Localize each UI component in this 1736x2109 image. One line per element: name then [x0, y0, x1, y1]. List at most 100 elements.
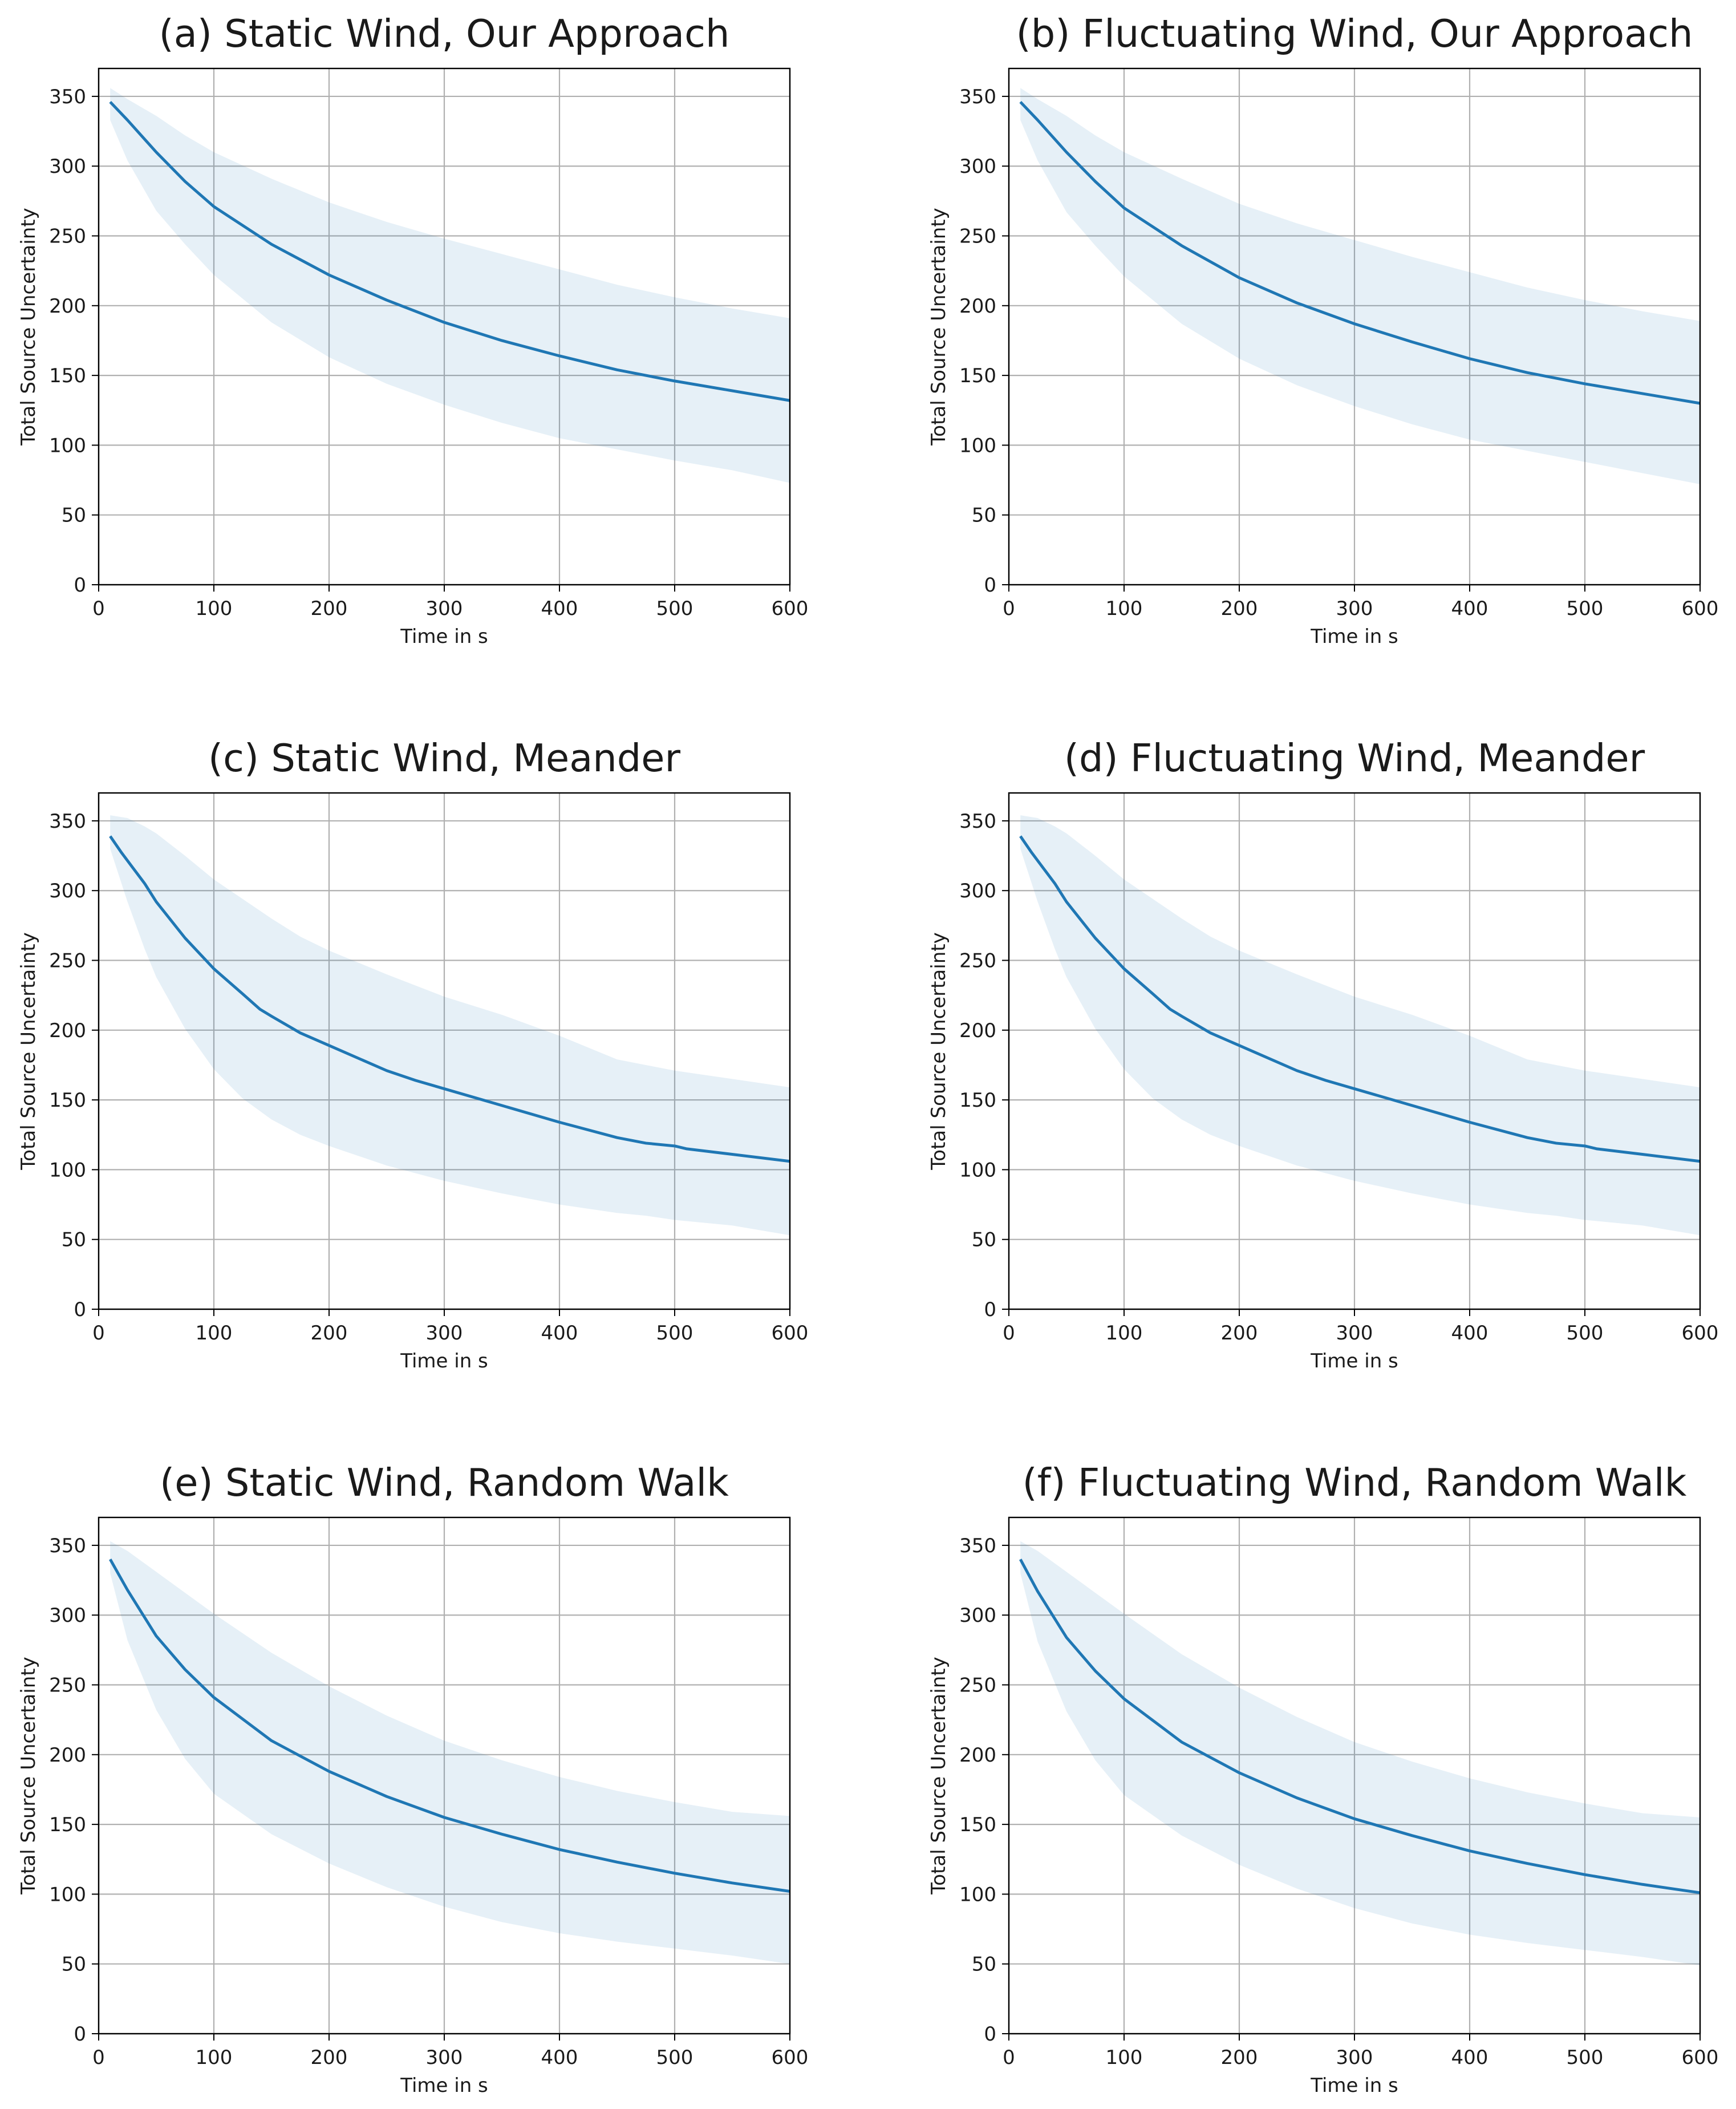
- chart-panel-f: 0 100 200 300 400 500 600 0 50 100 150 200 250 300 350…: [927, 1460, 1718, 2097]
- uncertainty-band: [110, 88, 790, 483]
- y-tick-label: 100: [49, 434, 86, 457]
- x-tick-label: 500: [1567, 2046, 1604, 2069]
- y-tick-label: 300: [49, 880, 86, 902]
- x-axis-label: Time in s: [1310, 1350, 1398, 1373]
- chart-panel-e: 0 100 200 300 400 500 600 0 50 100 150 200 250 300 350…: [17, 1460, 808, 2097]
- x-tick-label: 0: [92, 2046, 105, 2069]
- y-tick-label: 350: [49, 86, 86, 108]
- uncertainty-band: [1020, 815, 1700, 1236]
- mean-line: [109, 100, 790, 402]
- y-tick-label: 200: [49, 1019, 86, 1042]
- y-axis-label: Total Source Uncertainty: [17, 208, 40, 446]
- y-tick-label: 50: [62, 504, 86, 527]
- x-tick-label: 0: [92, 597, 105, 620]
- mean-line: [1019, 1559, 1701, 1895]
- x-tick-label: 500: [656, 2046, 693, 2069]
- x-tick-label: 100: [1106, 2046, 1143, 2069]
- chart-panel-c: 0 100 200 300 400 500 600 0 50 100 150 200 250 300 350…: [17, 736, 808, 1373]
- x-tick-label: 300: [426, 2046, 463, 2069]
- y-tick-label: 0: [984, 574, 996, 597]
- x-axis-label: Time in s: [400, 625, 488, 648]
- y-tick-label: 300: [49, 1604, 86, 1627]
- y-tick-label: 100: [49, 1883, 86, 1906]
- x-tick-label: 300: [426, 597, 463, 620]
- x-axis-label: Time in s: [1310, 625, 1398, 648]
- y-tick-label: 300: [49, 155, 86, 178]
- x-tick-label: 300: [1336, 597, 1373, 620]
- x-tick-label: 600: [772, 597, 809, 620]
- x-tick-label: 500: [1567, 597, 1604, 620]
- y-tick-label: 150: [959, 365, 996, 387]
- y-tick-label: 350: [959, 1535, 996, 1557]
- x-tick-label: 400: [1451, 2046, 1488, 2069]
- y-tick-label: 0: [74, 1298, 86, 1321]
- y-tick-label: 50: [62, 1953, 86, 1976]
- y-tick-label: 250: [49, 950, 86, 973]
- chart-panel-a: 0 100 200 300 400 500 600 0 50 100 150 200 250 300 350…: [17, 11, 808, 648]
- x-tick-label: 400: [541, 2046, 578, 2069]
- chart-title: (c) Static Wind, Meander: [208, 736, 681, 780]
- y-axis-label: Total Source Uncertainty: [927, 932, 950, 1170]
- y-axis-label: Total Source Uncertainty: [17, 1657, 40, 1895]
- x-tick-label: 200: [311, 597, 348, 620]
- x-tick-label: 0: [1003, 597, 1015, 620]
- y-tick-label: 200: [959, 295, 996, 318]
- x-tick-label: 600: [1682, 2046, 1719, 2069]
- y-tick-label: 150: [959, 1814, 996, 1836]
- y-tick-label: 350: [959, 810, 996, 833]
- x-tick-label: 400: [541, 597, 578, 620]
- uncertainty-band: [110, 815, 790, 1236]
- x-tick-label: 100: [196, 2046, 233, 2069]
- y-tick-label: 300: [959, 1604, 996, 1627]
- x-tick-label: 400: [541, 1322, 578, 1345]
- x-tick-label: 600: [772, 1322, 809, 1345]
- grid: [98, 68, 791, 586]
- uncertainty-band: [110, 1541, 790, 1964]
- x-tick-label: 300: [1336, 1322, 1373, 1345]
- y-tick-label: 200: [49, 1744, 86, 1767]
- y-tick-label: 150: [49, 1814, 86, 1836]
- x-tick-label: 100: [1106, 1322, 1143, 1345]
- y-tick-label: 0: [74, 2023, 86, 2046]
- y-tick-label: 100: [959, 434, 996, 457]
- y-tick-label: 250: [49, 225, 86, 248]
- uncertainty-band: [1020, 88, 1700, 484]
- y-tick-label: 200: [959, 1019, 996, 1042]
- y-tick-label: 0: [74, 574, 86, 597]
- x-tick-label: 500: [1567, 1322, 1604, 1345]
- y-tick-label: 100: [49, 1159, 86, 1181]
- mean-line: [1019, 100, 1701, 405]
- y-tick-label: 0: [984, 1298, 996, 1321]
- x-tick-label: 200: [311, 1322, 348, 1345]
- x-tick-label: 200: [311, 2046, 348, 2069]
- y-tick-label: 300: [959, 155, 996, 178]
- y-tick-label: 150: [959, 1089, 996, 1112]
- chart-title: (e) Static Wind, Random Walk: [160, 1460, 729, 1505]
- y-tick-label: 50: [972, 504, 996, 527]
- mean-line: [109, 835, 790, 1163]
- mean-line: [109, 1559, 790, 1893]
- x-tick-label: 600: [1682, 1322, 1719, 1345]
- x-tick-label: 100: [1106, 597, 1143, 620]
- y-axis-label: Total Source Uncertainty: [17, 932, 40, 1170]
- x-tick-label: 500: [656, 1322, 693, 1345]
- x-tick-label: 100: [196, 1322, 233, 1345]
- x-tick-label: 600: [772, 2046, 809, 2069]
- y-tick-label: 150: [49, 365, 86, 387]
- y-tick-label: 250: [959, 950, 996, 973]
- y-tick-label: 50: [972, 1229, 996, 1252]
- y-axis-label: Total Source Uncertainty: [927, 1657, 950, 1895]
- x-tick-label: 200: [1221, 2046, 1258, 2069]
- x-tick-label: 100: [196, 597, 233, 620]
- grid: [98, 1517, 791, 2035]
- x-tick-label: 200: [1221, 597, 1258, 620]
- y-axis-label: Total Source Uncertainty: [927, 208, 950, 446]
- chart-panel-b: 0 100 200 300 400 500 600 0 50 100 150 200 250 300 350…: [927, 11, 1718, 648]
- chart-title: (b) Fluctuating Wind, Our Approach: [1016, 11, 1693, 56]
- y-tick-label: 50: [972, 1953, 996, 1976]
- y-tick-label: 300: [959, 880, 996, 902]
- y-tick-label: 350: [959, 86, 996, 108]
- y-tick-label: 150: [49, 1089, 86, 1112]
- x-tick-label: 0: [1003, 1322, 1015, 1345]
